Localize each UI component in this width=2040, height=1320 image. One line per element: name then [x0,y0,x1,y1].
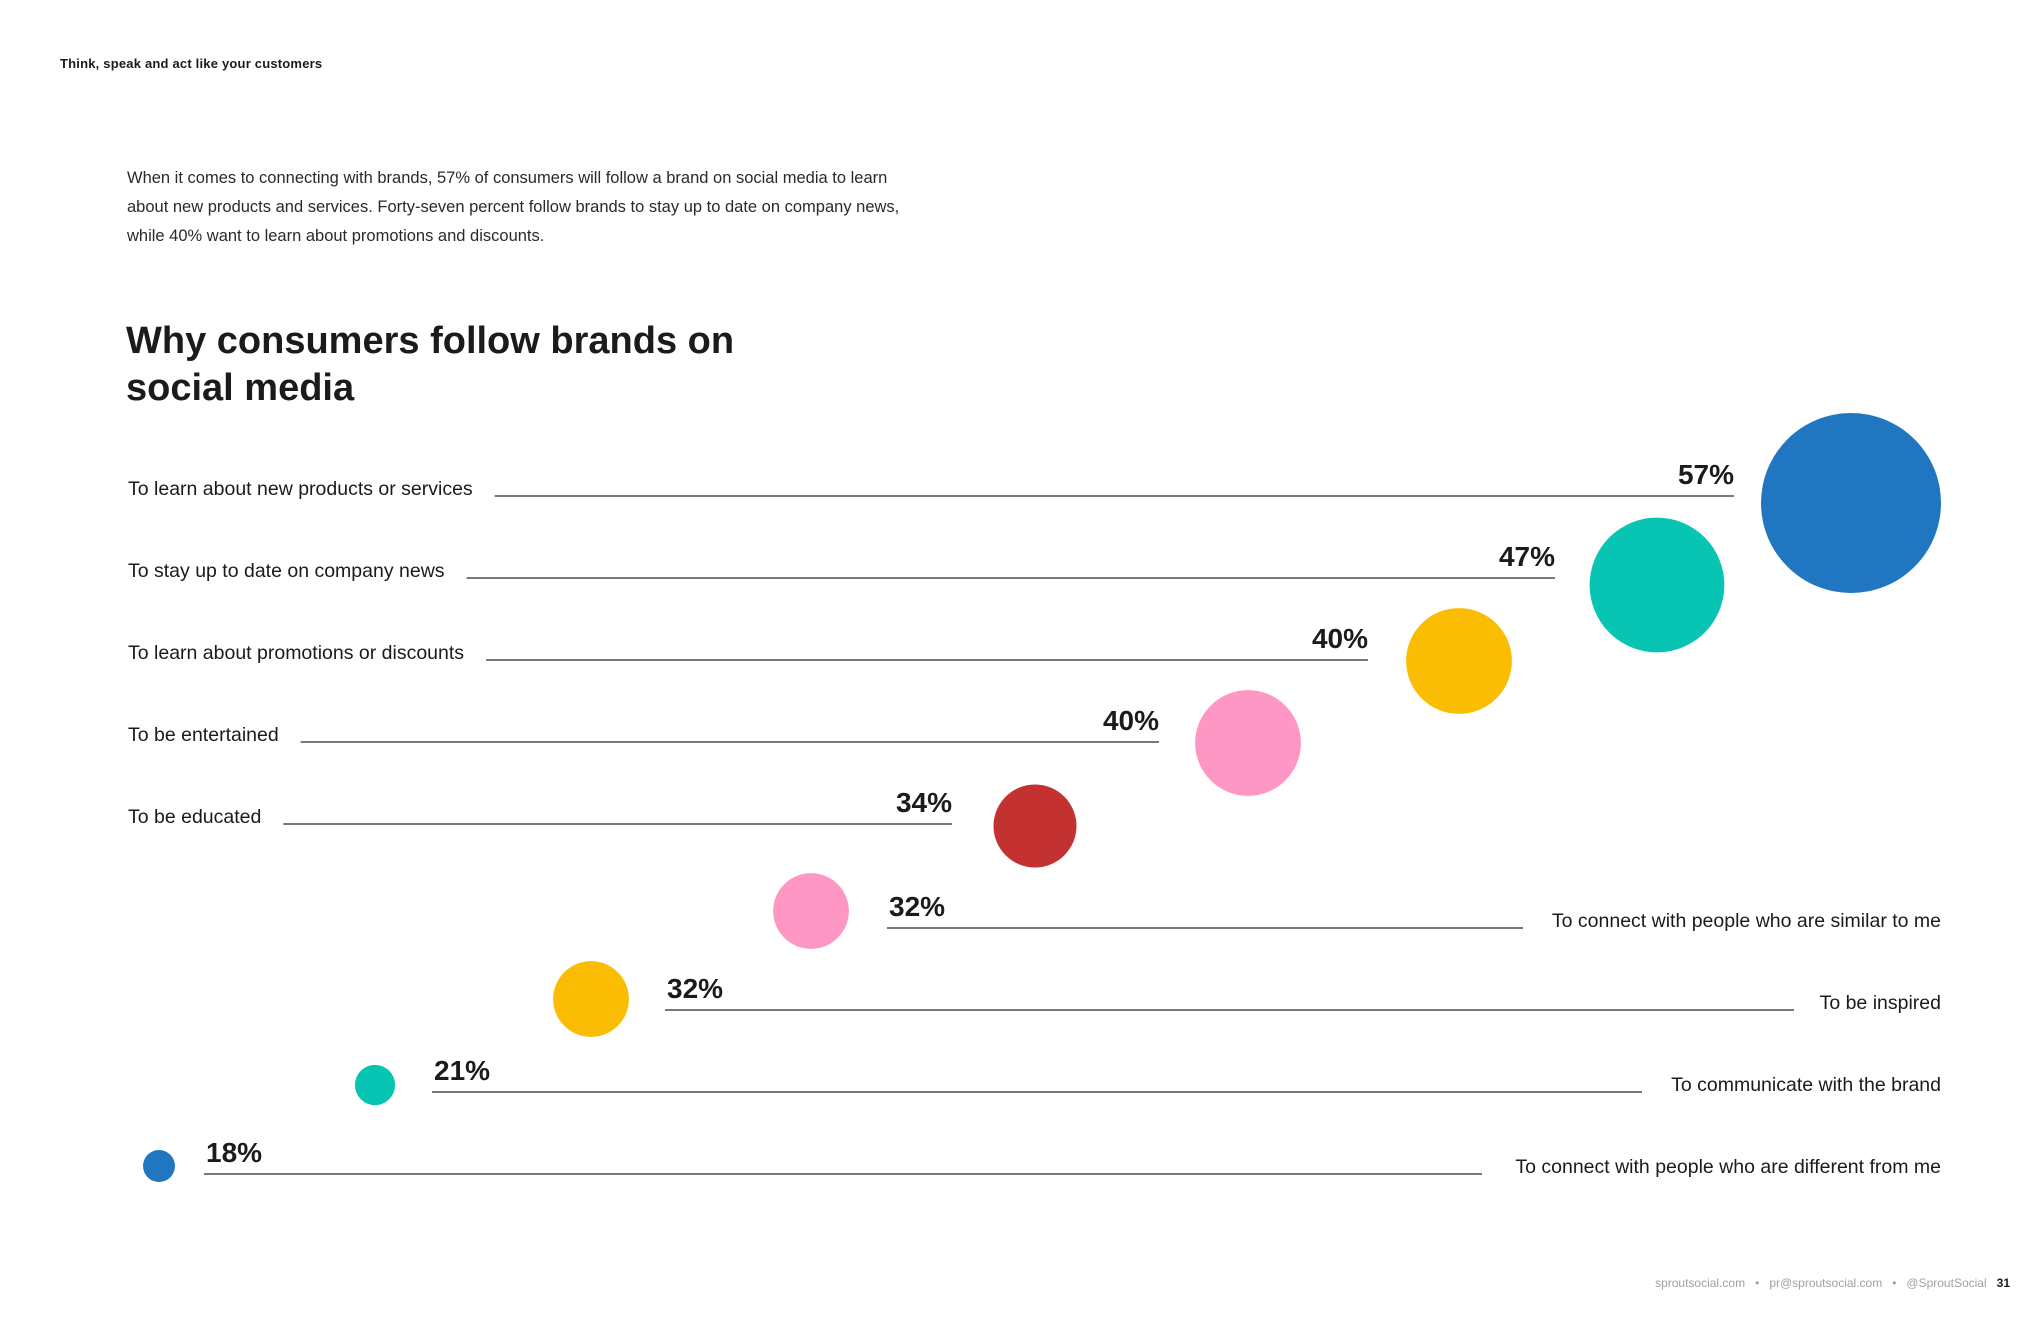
footer: sproutsocial.com • pr@sproutsocial.com • @Sp… [1655,1276,2010,1290]
data-bubble [1589,517,1725,653]
data-bubble [773,873,849,949]
data-bubble [354,1064,396,1106]
data-bubble [1406,608,1512,714]
data-bubble [553,961,629,1037]
category-label: To be entertained [128,724,279,746]
category-label: To learn about new products or services [128,478,473,500]
category-label: To be educated [128,806,261,828]
footer-website[interactable]: sproutsocial.com [1655,1276,1746,1290]
value-label: 57% [1678,459,1734,490]
footer-email[interactable]: pr@sproutsocial.com [1769,1276,1883,1290]
intro-paragraph: When it comes to connecting with brands,… [127,169,900,245]
value-label: 32% [667,973,723,1004]
data-bubble [1761,413,1941,593]
footer-separator: • [1892,1276,1897,1290]
value-label: 40% [1312,623,1368,654]
data-bubble [1195,690,1301,796]
value-label: 32% [889,891,945,922]
page-number: 31 [1996,1276,2010,1290]
category-label: To communicate with the brand [1671,1074,1941,1096]
value-label: 47% [1499,541,1555,572]
category-label: To learn about promotions or discounts [128,642,464,664]
value-label: 21% [434,1055,490,1086]
value-label: 40% [1103,705,1159,736]
category-label: To connect with people who are different… [1515,1156,1941,1178]
category-label: To stay up to date on company news [128,560,445,582]
section-label: Think, speak and act like your customers [60,56,323,71]
footer-separator: • [1755,1276,1760,1290]
value-label: 34% [896,787,952,818]
data-bubble [993,784,1077,868]
category-label: To be inspired [1820,992,1941,1014]
chart-title: Why consumers follow brands on social me… [126,320,735,409]
data-bubble [143,1150,175,1182]
category-label: To connect with people who are similar t… [1552,910,1941,932]
footer-handle[interactable]: @SproutSocial [1906,1276,1987,1290]
value-label: 18% [206,1137,262,1168]
